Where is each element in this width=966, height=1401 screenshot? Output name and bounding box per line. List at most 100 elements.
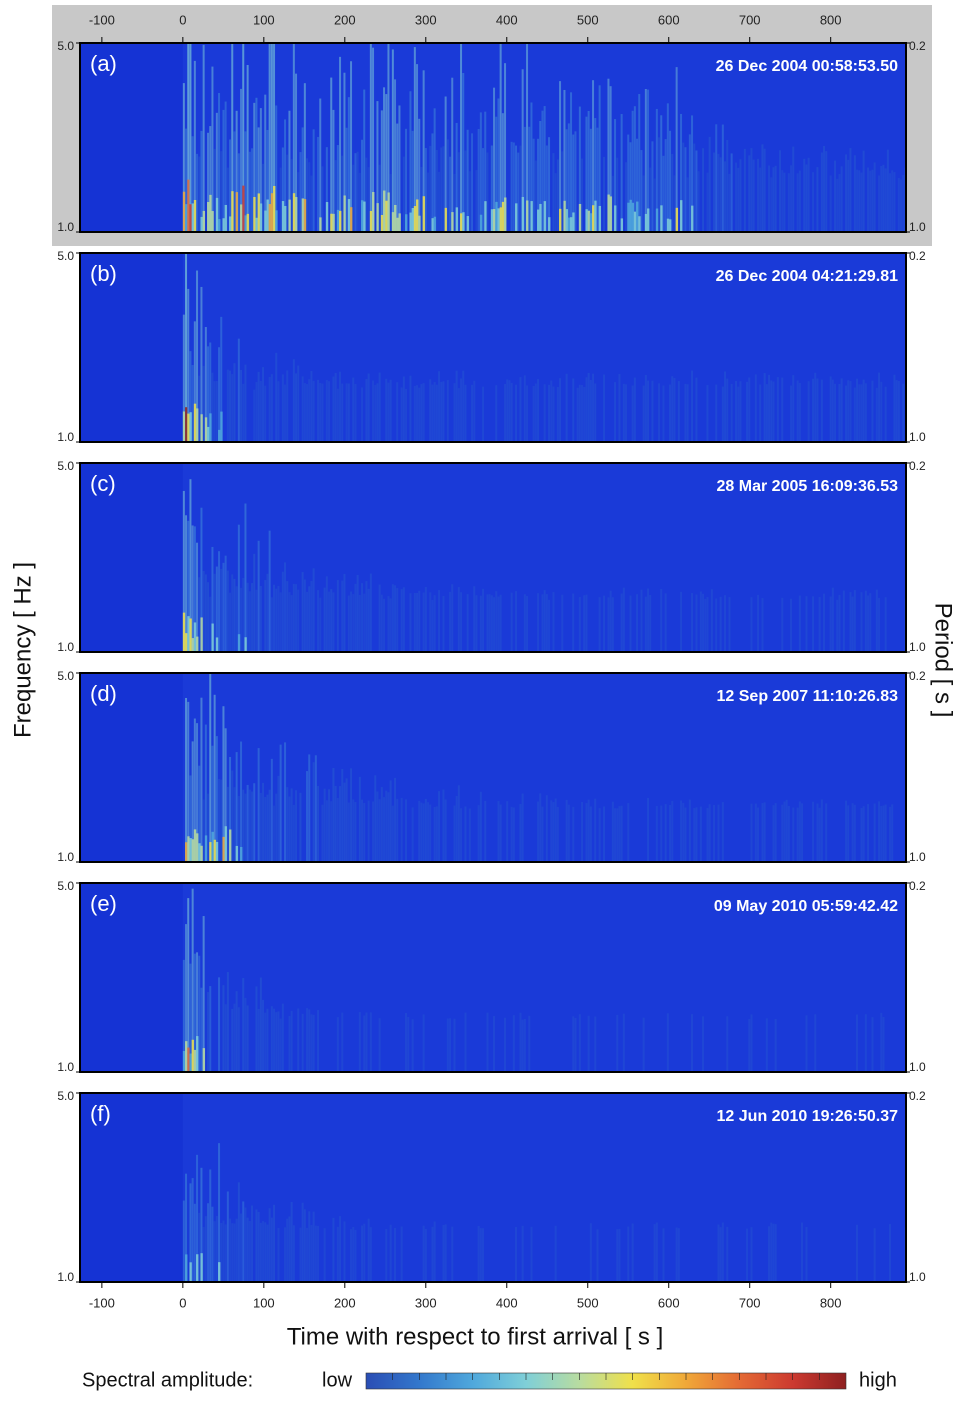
texture <box>405 799 408 862</box>
texture <box>317 379 320 442</box>
y2-tick-label: 0.2 <box>909 1089 926 1103</box>
texture <box>640 589 643 652</box>
texture <box>187 701 190 862</box>
texture <box>754 374 757 442</box>
texture <box>662 385 665 442</box>
texture <box>816 167 819 232</box>
texture <box>200 987 203 1072</box>
texture <box>816 803 819 862</box>
texture <box>391 805 394 862</box>
texture <box>438 791 441 862</box>
texture <box>220 779 223 862</box>
texture <box>218 551 221 652</box>
texture <box>281 147 284 232</box>
panel-border <box>79 42 907 233</box>
texture <box>275 793 278 862</box>
texture <box>200 507 203 652</box>
texture <box>438 371 441 442</box>
texture <box>248 591 251 652</box>
texture <box>717 804 720 862</box>
texture <box>743 148 746 232</box>
texture <box>416 64 419 232</box>
texture <box>319 98 322 232</box>
texture <box>721 1222 724 1282</box>
texture <box>317 1010 320 1072</box>
panel <box>79 1092 907 1283</box>
texture <box>279 744 282 862</box>
texture <box>242 577 245 652</box>
texture <box>864 1014 867 1072</box>
texture <box>310 1014 313 1072</box>
texture <box>460 808 463 862</box>
texture <box>193 60 196 232</box>
texture <box>284 1227 287 1282</box>
texture <box>638 94 641 233</box>
texture <box>633 211 637 232</box>
texture <box>237 524 240 652</box>
texture <box>455 370 458 442</box>
texture <box>204 724 207 862</box>
texture <box>422 1225 425 1282</box>
texture <box>185 253 188 442</box>
texture <box>409 375 412 442</box>
texture <box>431 218 434 232</box>
texture <box>587 210 591 232</box>
texture <box>407 1017 410 1072</box>
texture <box>248 789 251 862</box>
texture <box>609 86 612 232</box>
x-tick-label-bottom: 600 <box>658 1295 680 1310</box>
texture <box>655 208 659 232</box>
texture <box>259 585 262 652</box>
texture <box>627 803 630 862</box>
texture <box>400 387 403 442</box>
texture <box>424 586 427 652</box>
texture <box>191 638 195 652</box>
texture <box>537 379 540 442</box>
texture <box>490 145 493 232</box>
texture <box>363 201 366 232</box>
texture <box>325 800 328 862</box>
texture <box>867 167 870 232</box>
texture <box>273 1008 276 1072</box>
texture <box>475 170 478 232</box>
x-tick-label-bottom: 800 <box>820 1295 842 1310</box>
texture <box>761 144 764 232</box>
texture <box>451 1226 454 1282</box>
texture <box>902 174 905 232</box>
texture <box>669 804 672 862</box>
texture <box>526 43 529 232</box>
texture <box>825 151 828 232</box>
texture <box>374 384 377 442</box>
texture <box>422 196 426 232</box>
texture <box>246 64 249 232</box>
pre-onset <box>80 43 183 232</box>
texture <box>462 370 465 442</box>
texture <box>860 592 863 652</box>
texture <box>244 503 247 652</box>
texture <box>895 380 898 442</box>
texture <box>253 102 256 232</box>
x-tick-label-top: 700 <box>739 12 761 27</box>
texture <box>455 207 459 232</box>
texture <box>499 43 502 232</box>
texture <box>317 1225 320 1282</box>
texture <box>781 804 784 862</box>
texture <box>369 573 372 652</box>
texture <box>847 159 850 232</box>
texture <box>273 1204 276 1282</box>
texture <box>871 1017 874 1072</box>
texture <box>853 387 856 442</box>
texture <box>644 596 647 652</box>
texture <box>618 1228 621 1282</box>
texture <box>774 165 777 232</box>
texture <box>405 128 408 232</box>
y-tick-label: 5.0 <box>57 249 74 263</box>
texture <box>319 382 322 442</box>
texture <box>627 202 630 232</box>
texture <box>299 1227 302 1282</box>
texture <box>187 179 190 232</box>
pre-onset <box>80 1093 183 1282</box>
texture <box>332 376 335 442</box>
texture <box>565 799 568 862</box>
texture <box>680 591 683 652</box>
